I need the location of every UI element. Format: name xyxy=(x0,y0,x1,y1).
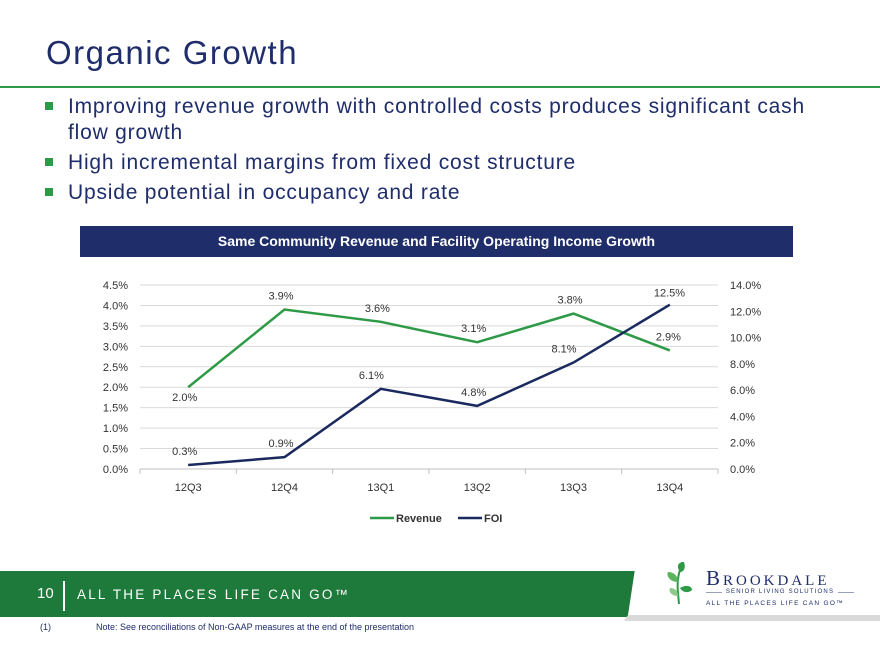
bullet-text: Upside potential in occupancy and rate xyxy=(68,181,461,204)
left-axis-tick-label: 1.5% xyxy=(103,403,128,415)
chart-axis-ticks: 0.0% 0.5% 1.0% 1.5% 2.0% 2.5% 3.0% 3.5% 4.0% 4.5%… xyxy=(103,280,761,494)
footer-tagline: ALL THE PLACES LIFE CAN GO™ xyxy=(77,587,351,602)
chart-data-labels: 2.0% 3.9% 3.6% 3.1% 3.8% 2.9% 0.3% 0.9% 6.1% 4.8%… xyxy=(172,288,685,458)
x-axis-tick-label: 12Q4 xyxy=(271,482,298,494)
x-axis-tick-label: 12Q3 xyxy=(175,482,202,494)
bullet-square-icon xyxy=(45,188,53,196)
data-label-revenue: 3.8% xyxy=(558,295,583,307)
left-axis-tick-label: 3.0% xyxy=(103,341,128,353)
left-axis-tick-label: 4.0% xyxy=(103,300,128,312)
data-label-foi: 6.1% xyxy=(359,370,384,382)
series-line-foi xyxy=(188,303,671,467)
x-axis-tick-label: 13Q2 xyxy=(464,482,491,494)
right-axis-tick-label: 12.0% xyxy=(730,306,761,318)
bullet-list: Improving revenue growth with controlled… xyxy=(44,94,844,210)
bullet-item: Improving revenue growth with controlled… xyxy=(44,94,844,146)
right-axis-tick-label: 8.0% xyxy=(730,359,755,371)
data-label-foi: 8.1% xyxy=(552,344,577,356)
data-label-revenue: 2.0% xyxy=(172,392,197,404)
legend-label-revenue: Revenue xyxy=(396,513,442,525)
logo-wordmark: Brookdale xyxy=(706,566,830,591)
logo-rule-right xyxy=(838,591,855,593)
footnote: (1) Note: See reconciliations of Non-GAAP… xyxy=(40,622,414,632)
logo-tagline: ALL THE PLACES LIFE CAN GO™ xyxy=(706,600,845,607)
right-axis-tick-label: 6.0% xyxy=(730,385,755,397)
data-label-foi: 12.5% xyxy=(654,288,685,300)
data-label-foi: 0.9% xyxy=(269,438,294,450)
x-axis-tick-label: 13Q4 xyxy=(656,482,683,494)
logo-subtitle: SENIOR LIVING SOLUTIONS xyxy=(725,589,835,595)
right-axis-tick-label: 2.0% xyxy=(730,438,755,450)
bullet-square-icon xyxy=(45,102,53,110)
data-label-revenue: 3.9% xyxy=(269,291,294,303)
bullet-square-icon xyxy=(45,158,53,166)
slide-title: Organic Growth xyxy=(46,34,299,71)
chart-legend: Revenue FOI xyxy=(370,513,502,525)
chart-gridlines xyxy=(139,284,719,474)
left-axis-tick-label: 2.5% xyxy=(103,362,128,374)
left-axis-tick-label: 4.5% xyxy=(103,280,128,292)
left-axis-tick-label: 1.0% xyxy=(103,423,128,435)
footer-divider xyxy=(63,581,65,611)
chart-series-lines xyxy=(187,303,671,467)
logo-name-text: Brookdale xyxy=(706,566,830,590)
logo-panel xyxy=(624,549,880,621)
data-label-revenue: 2.9% xyxy=(656,331,681,343)
bullet-text: High incremental margins from fixed cost… xyxy=(68,151,576,174)
leaf-logo-icon xyxy=(667,562,692,605)
x-axis-tick-label: 13Q3 xyxy=(560,482,587,494)
logo-rule-left xyxy=(706,591,722,593)
left-axis-tick-label: 3.5% xyxy=(103,321,128,333)
bullet-item: High incremental margins from fixed cost… xyxy=(44,150,844,176)
x-axis-tick-label: 13Q1 xyxy=(367,482,394,494)
left-axis-tick-label: 0.5% xyxy=(103,444,128,456)
series-line-revenue xyxy=(187,308,671,389)
right-axis-tick-label: 0.0% xyxy=(730,464,755,476)
data-label-foi: 4.8% xyxy=(461,387,486,399)
data-label-revenue: 3.1% xyxy=(461,323,486,335)
left-axis-tick-label: 2.0% xyxy=(103,382,128,394)
chart-title-banner: Same Community Revenue and Facility Oper… xyxy=(80,226,793,257)
right-axis-tick-label: 10.0% xyxy=(730,333,761,345)
logo-subtitle-row: SENIOR LIVING SOLUTIONS xyxy=(706,589,855,595)
data-label-revenue: 3.6% xyxy=(365,303,390,315)
page-number: 10 xyxy=(37,585,54,602)
title-divider xyxy=(0,86,880,88)
right-axis-tick-label: 14.0% xyxy=(730,280,761,292)
footnote-number: (1) xyxy=(40,622,51,632)
bullet-text: Improving revenue growth with controlled… xyxy=(68,95,805,144)
growth-line-chart: 0.0% 0.5% 1.0% 1.5% 2.0% 2.5% 3.0% 3.5% 4.0% 4.5%… xyxy=(103,280,761,525)
left-axis-tick-label: 0.0% xyxy=(103,464,128,476)
footnote-text: Note: See reconciliations of Non-GAAP me… xyxy=(96,622,415,632)
legend-label-foi: FOI xyxy=(484,513,502,525)
right-axis-tick-label: 4.0% xyxy=(730,411,755,423)
bullet-item: Upside potential in occupancy and rate xyxy=(44,180,844,206)
data-label-foi: 0.3% xyxy=(172,446,197,458)
